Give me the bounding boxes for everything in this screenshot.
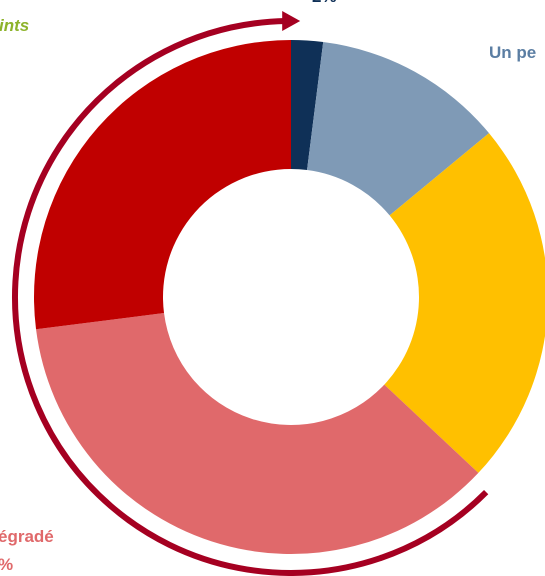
arrow-head — [282, 11, 301, 32]
slice — [36, 313, 479, 554]
annotation: 2% — [312, 0, 337, 6]
annotation: Un pe — [489, 43, 536, 62]
slice — [33, 40, 291, 330]
slice — [384, 133, 545, 473]
annotation: égradé — [0, 527, 54, 546]
slice — [307, 42, 490, 216]
annotation: % — [0, 555, 13, 574]
annotation: ints — [0, 16, 29, 35]
arrow — [12, 18, 489, 576]
slice — [291, 40, 324, 171]
